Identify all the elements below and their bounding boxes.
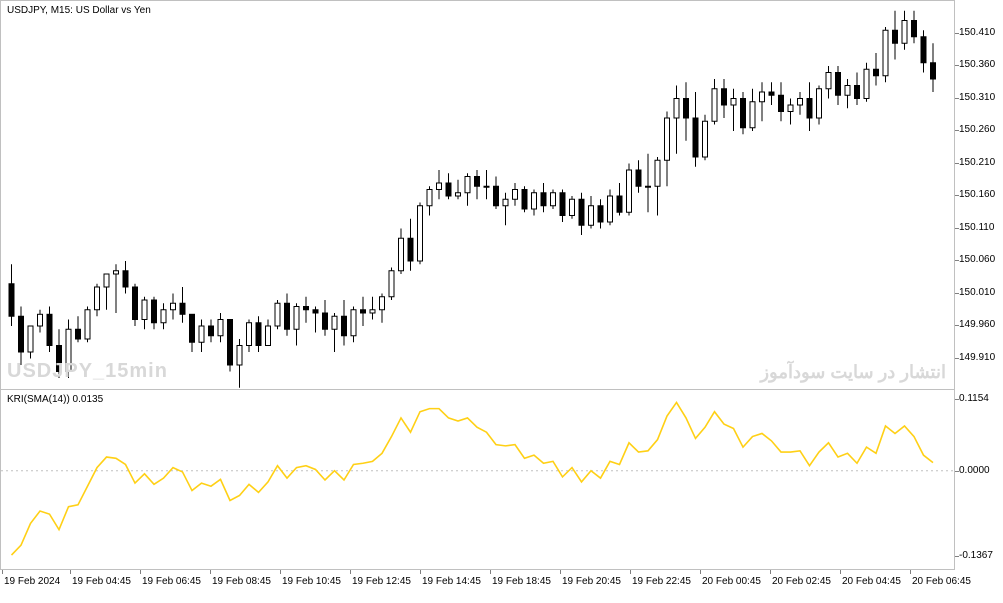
- time-x-axis: 19 Feb 2024 19 Feb 04:45 19 Feb 06:45 19 Fe…: [0, 570, 1003, 603]
- time-x-tick: 19 Feb 20:45: [562, 576, 621, 587]
- time-x-tick: 19 Feb 2024: [4, 576, 60, 587]
- candlestick-svg: [1, 1, 956, 391]
- price-y-tick: 150.210: [959, 157, 995, 168]
- time-x-tick: 19 Feb 18:45: [492, 576, 551, 587]
- price-y-tick: 150.360: [959, 59, 995, 70]
- time-x-tick: 19 Feb 04:45: [72, 576, 131, 587]
- indicator-svg: [1, 390, 956, 570]
- price-y-tick: 150.260: [959, 124, 995, 135]
- chart-title: USDJPY, M15: US Dollar vs Yen: [7, 5, 151, 16]
- time-x-tick: 19 Feb 10:45: [282, 576, 341, 587]
- time-x-tick: 19 Feb 22:45: [632, 576, 691, 587]
- watermark-publisher: انتشار در سایت سودآموز: [760, 362, 946, 383]
- indicator-y-tick: 0.1154: [959, 393, 989, 404]
- price-y-tick: 150.060: [959, 254, 995, 265]
- price-y-tick: 150.410: [959, 27, 995, 38]
- price-y-axis: 149.910 149.960 150.010 150.060 150.110 150.1…: [955, 0, 1003, 390]
- price-y-tick: 150.160: [959, 189, 995, 200]
- indicator-y-tick: 0.0000: [959, 465, 990, 476]
- time-x-tick: 20 Feb 02:45: [772, 576, 831, 587]
- time-x-tick: 20 Feb 04:45: [842, 576, 901, 587]
- indicator-panel[interactable]: KRI(SMA(14)) 0.0135: [0, 390, 955, 570]
- time-x-tick: 19 Feb 06:45: [142, 576, 201, 587]
- time-x-tick: 20 Feb 00:45: [702, 576, 761, 587]
- price-y-tick: 150.110: [959, 222, 994, 233]
- price-y-tick: 149.960: [959, 319, 995, 330]
- indicator-title: KRI(SMA(14)) 0.0135: [7, 394, 103, 405]
- watermark-symbol: USDJPY_15min: [7, 360, 168, 383]
- time-x-tick: 19 Feb 14:45: [422, 576, 481, 587]
- price-y-tick: 150.310: [959, 92, 995, 103]
- time-x-tick: 19 Feb 08:45: [212, 576, 271, 587]
- time-x-tick: 19 Feb 12:45: [352, 576, 411, 587]
- price-chart-panel[interactable]: USDJPY, M15: US Dollar vs Yen USDJPY_15m…: [0, 0, 955, 390]
- time-x-tick: 20 Feb 06:45: [912, 576, 971, 587]
- indicator-y-tick: -0.1367: [959, 550, 993, 561]
- price-y-tick: 149.910: [959, 352, 995, 363]
- price-y-tick: 150.010: [959, 287, 995, 298]
- chart-container: USDJPY, M15: US Dollar vs Yen USDJPY_15m…: [0, 0, 1003, 603]
- indicator-y-axis: -0.1367 0.0000 0.1154: [955, 390, 1003, 570]
